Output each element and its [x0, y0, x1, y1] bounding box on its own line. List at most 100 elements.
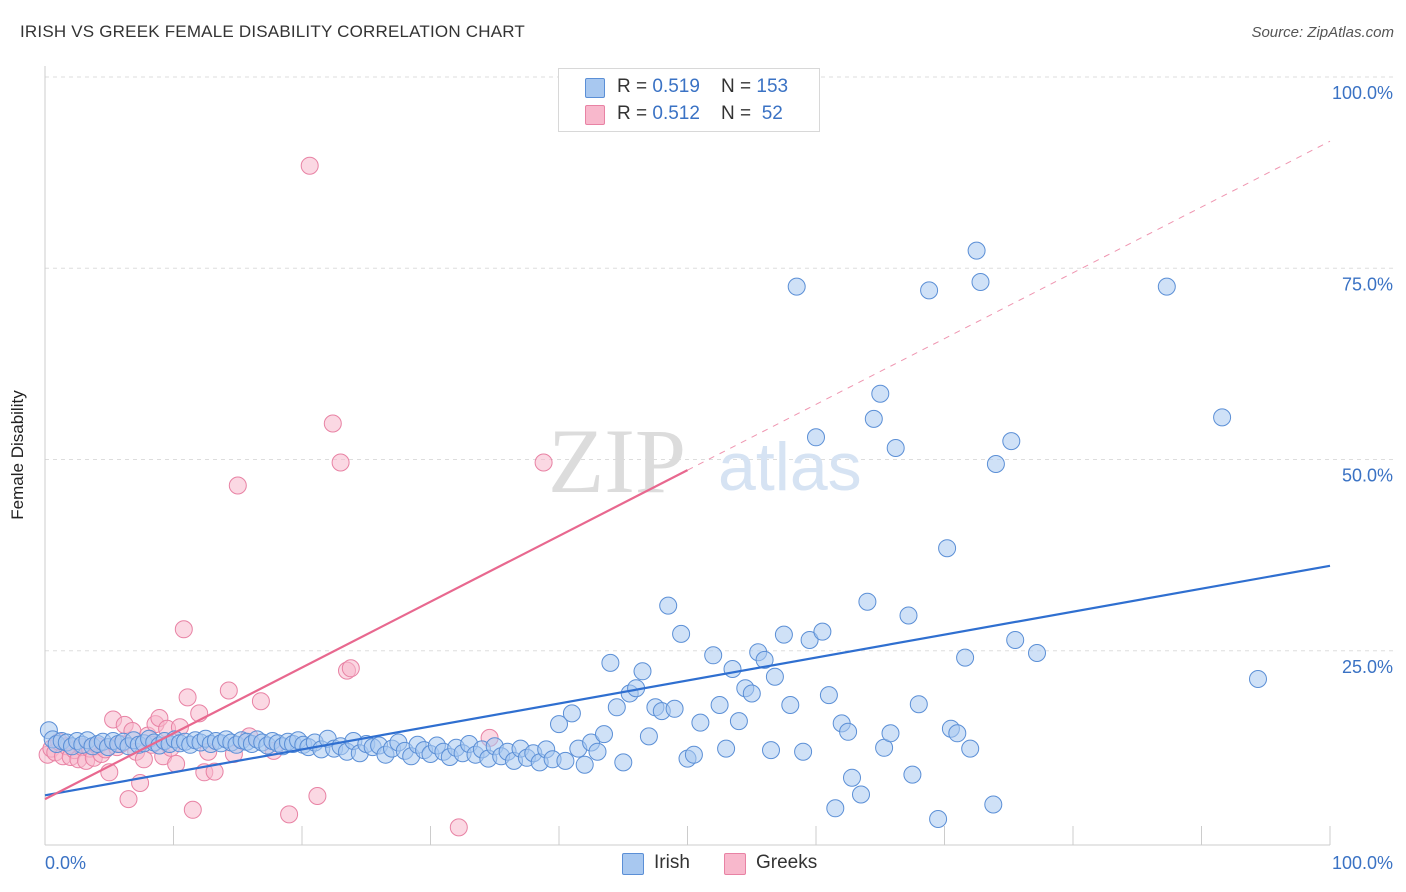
greeks-n-value: 52 [756, 103, 783, 124]
irish-point [967, 241, 986, 260]
greeks-trend-line [44, 469, 689, 801]
watermark-atlas: atlas [718, 429, 862, 505]
irish-point [710, 696, 729, 714]
irish-point [819, 686, 838, 705]
irish-point [956, 648, 975, 667]
greeks-point [183, 800, 202, 819]
tick-labels: 25.0% 50.0% 75.0% 100.0% 0.0% 100.0% [45, 83, 1393, 873]
irish-point [871, 384, 890, 403]
greeks-point [119, 790, 138, 809]
y-tick-label: 25.0% [1342, 657, 1393, 677]
greeks-n-label: N = [721, 103, 757, 124]
greeks-swatch [585, 105, 605, 125]
greeks-point [219, 681, 238, 700]
irish-point [704, 646, 723, 665]
irish-legend-label: Irish [654, 852, 690, 873]
irish-point [920, 281, 939, 300]
irish-n-label: N = [721, 76, 757, 97]
irish-point [843, 768, 861, 787]
irish-point [575, 755, 594, 774]
irish-point [909, 695, 928, 714]
irish-point [961, 739, 980, 758]
irish-point [607, 698, 626, 717]
greeks-legend-swatch [724, 853, 746, 875]
irish-point [787, 277, 806, 296]
source-label: Source: ZipAtlas.com [1251, 24, 1394, 41]
greeks-point [323, 414, 342, 433]
greeks-trend-extension [687, 140, 1331, 471]
x-tick-label-min: 0.0% [45, 853, 86, 873]
greeks-r-label: R = [617, 103, 653, 124]
irish-points [39, 241, 1267, 828]
greeks-point [174, 620, 193, 639]
irish-point [886, 439, 905, 457]
greeks-point [534, 453, 553, 472]
irish-point [781, 696, 800, 714]
greeks-legend-label: Greeks [756, 852, 818, 873]
greeks-point [280, 805, 299, 824]
irish-point [1249, 670, 1267, 688]
greeks-point [341, 659, 360, 678]
irish-point [813, 622, 832, 641]
irish-point [1006, 631, 1025, 649]
irish-point [601, 653, 620, 672]
greeks-point [449, 818, 468, 837]
irish-point [1157, 277, 1176, 296]
irish-point [807, 428, 825, 447]
irish-point [984, 795, 1003, 814]
irish-point [614, 753, 633, 772]
irish-point [852, 785, 870, 804]
irish-point [1002, 432, 1021, 451]
grid-lines [45, 76, 1395, 652]
irish-swatch [585, 78, 605, 98]
greeks-point [331, 453, 350, 472]
irish-point [858, 592, 877, 611]
irish-point [665, 699, 684, 718]
trend-lines [44, 140, 1331, 801]
axes [44, 66, 1331, 846]
correlation-legend: R = 0.519 N = 153 R = 0.512 N = 52 [558, 68, 820, 132]
irish-point [684, 745, 703, 764]
irish-point [556, 751, 575, 770]
irish-point [742, 684, 761, 703]
irish-point [929, 810, 948, 828]
irish-point [595, 725, 613, 744]
irish-point [899, 606, 918, 625]
greeks-point [300, 156, 319, 175]
irish-point [971, 273, 990, 291]
irish-point [723, 660, 742, 678]
irish-point [800, 631, 819, 649]
irish-n-value: 153 [756, 76, 789, 97]
watermark: ZIP atlas [548, 410, 862, 512]
irish-point [659, 596, 678, 615]
irish-trend-line [44, 564, 1331, 797]
y-tick-label: 75.0% [1342, 274, 1393, 294]
irish-point [938, 539, 957, 558]
irish-point [1028, 644, 1046, 662]
y-tick-label: 50.0% [1342, 466, 1393, 486]
greeks-r-value: 0.512 [652, 103, 700, 124]
irish-point [762, 741, 780, 760]
irish-point [774, 625, 793, 644]
chart-title: IRISH VS GREEK FEMALE DISABILITY CORRELA… [20, 22, 526, 41]
greeks-point [308, 787, 327, 805]
irish-legend-swatch [622, 853, 644, 875]
irish-point [691, 713, 710, 732]
irish-point [864, 409, 883, 428]
x-tick-label-max: 100.0% [1332, 853, 1393, 873]
irish-point [881, 724, 900, 743]
irish-point [755, 650, 774, 669]
irish-r-value: 0.519 [652, 76, 700, 97]
irish-point [729, 712, 748, 731]
y-tick-label: 100.0% [1332, 83, 1393, 103]
irish-point [986, 455, 1005, 473]
greeks-point [178, 688, 197, 707]
greeks-point [251, 692, 270, 711]
watermark-zip: ZIP [548, 410, 686, 512]
irish-point [826, 799, 845, 818]
irish-point [639, 727, 658, 746]
irish-point [948, 724, 967, 743]
greeks-point [228, 476, 247, 495]
irish-point [717, 739, 736, 758]
